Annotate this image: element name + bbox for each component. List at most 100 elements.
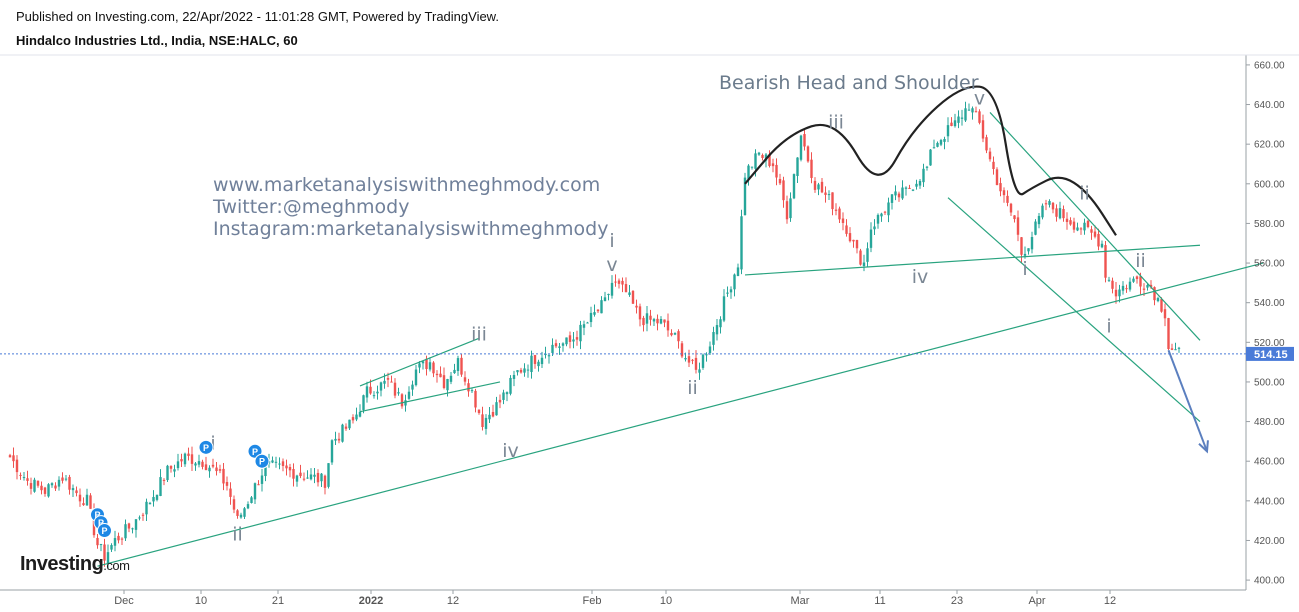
- candle-body: [1142, 288, 1146, 290]
- candle-body: [467, 383, 470, 392]
- candle-body: [400, 394, 404, 407]
- candle-body: [698, 369, 701, 373]
- candle-body: [495, 402, 498, 416]
- candle-body: [1177, 347, 1181, 349]
- candle-body: [1093, 231, 1097, 237]
- candle-body: [85, 494, 89, 506]
- candle-body: [446, 378, 449, 391]
- candle-body: [722, 296, 726, 321]
- candle-body: [313, 474, 316, 477]
- candle-body: [337, 438, 341, 441]
- candle-body: [1146, 285, 1149, 288]
- candle-body: [145, 501, 148, 515]
- y-tick-label: 660.00: [1254, 60, 1285, 71]
- candle-body: [1030, 237, 1034, 250]
- candle-body: [138, 517, 141, 519]
- candle-body: [729, 289, 733, 293]
- candle-body: [967, 109, 971, 111]
- candle-body: [806, 146, 810, 162]
- candle-body: [208, 467, 211, 472]
- candle-body: [540, 357, 544, 365]
- candle-body: [610, 282, 614, 296]
- candle-body: [1034, 221, 1037, 235]
- candle-body: [974, 111, 978, 113]
- candle-body: [397, 392, 400, 394]
- candle-body: [897, 193, 901, 198]
- candle-body: [29, 483, 33, 489]
- x-tick-label: 21: [272, 595, 284, 607]
- candle-body: [271, 460, 274, 463]
- candle-body: [915, 183, 918, 187]
- candle-body: [666, 320, 670, 331]
- candle-body: [22, 477, 26, 479]
- x-tick-label: 11: [874, 595, 885, 607]
- candle-body: [736, 267, 740, 277]
- candle-body: [719, 319, 722, 328]
- wave-label: v: [974, 88, 985, 110]
- candle-body: [789, 198, 792, 219]
- candle-body: [561, 343, 565, 346]
- x-tick-label: 2022: [359, 595, 383, 607]
- candle-body: [1156, 298, 1160, 302]
- candle-body: [463, 377, 467, 382]
- candle-body: [488, 414, 491, 420]
- event-marker-label: P: [203, 443, 209, 453]
- wave-label: iv: [502, 440, 519, 462]
- candle-body: [635, 305, 638, 308]
- symbol-line: Hindalco Industries Ltd., India, NSE:HAL…: [16, 33, 298, 48]
- candle-body: [288, 467, 292, 471]
- candle-body: [726, 292, 729, 294]
- candle-body: [411, 384, 414, 390]
- candle-body: [1111, 280, 1114, 289]
- trendline: [744, 244, 1201, 276]
- candle-body: [1013, 215, 1016, 220]
- candle-body: [502, 392, 505, 400]
- candle-body: [323, 475, 327, 488]
- candle-body: [376, 391, 379, 394]
- event-marker[interactable]: P: [254, 453, 270, 469]
- candle-body: [1160, 299, 1163, 312]
- candle-body: [19, 474, 22, 476]
- event-marker-label: P: [101, 526, 107, 536]
- candle-body: [925, 166, 929, 168]
- candle-body: [71, 488, 75, 491]
- candle-body: [792, 174, 796, 199]
- candle-body: [491, 411, 495, 417]
- candle-body: [712, 332, 715, 345]
- candle-body: [201, 461, 204, 467]
- candle-body: [988, 151, 992, 160]
- wave-label: ii: [232, 523, 243, 545]
- candle-body: [694, 357, 698, 370]
- candle-body: [1079, 228, 1083, 230]
- candle-body: [355, 414, 358, 420]
- candle-body: [404, 400, 407, 406]
- candle-body: [47, 484, 50, 497]
- candle-body: [64, 478, 68, 480]
- candle-body: [453, 369, 456, 374]
- forecast-arrow: [1167, 349, 1209, 454]
- candle-body: [715, 325, 719, 335]
- candle-body: [393, 382, 397, 396]
- event-marker[interactable]: P: [97, 523, 112, 539]
- y-tick-label: 520.00: [1254, 338, 1285, 349]
- candle-body: [932, 147, 936, 149]
- watermark-website: www.marketanalysiswithmeghmody.com: [213, 174, 600, 196]
- candle-body: [103, 544, 106, 561]
- candle-body: [418, 363, 421, 368]
- event-marker[interactable]: P: [198, 439, 214, 455]
- candle-body: [1153, 287, 1156, 301]
- candle-body: [554, 343, 558, 347]
- candle-body: [1006, 195, 1009, 203]
- candle-body: [775, 164, 778, 178]
- candle-body: [218, 469, 222, 471]
- candle-body: [173, 469, 176, 472]
- pattern-title: Bearish Head and Shoulder: [719, 72, 979, 94]
- candle-body: [603, 297, 607, 302]
- candle-body: [845, 225, 848, 234]
- last-price-tag: 514.15: [1246, 346, 1294, 361]
- candle-body: [351, 417, 355, 421]
- candle-body: [166, 465, 169, 481]
- candle-body: [1002, 190, 1006, 196]
- event-marker-label: P: [259, 457, 265, 467]
